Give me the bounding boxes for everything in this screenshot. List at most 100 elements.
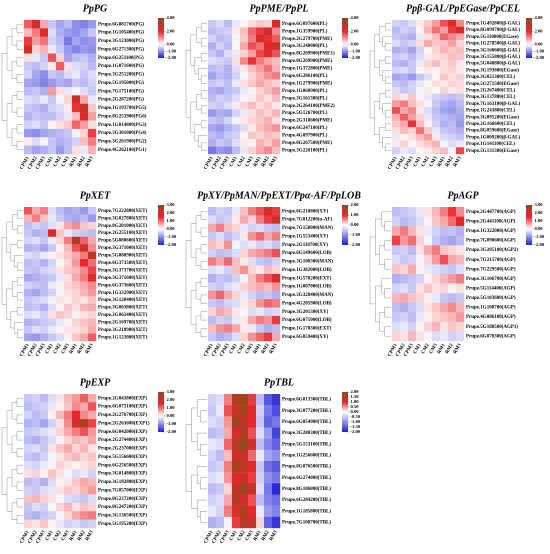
heatmap-cell bbox=[248, 232, 257, 241]
gene-label: Prupe.3G106700(AGP) bbox=[466, 277, 516, 282]
heatmap-cell bbox=[48, 78, 57, 88]
heatmap-cell bbox=[208, 101, 217, 110]
heatmap-cell bbox=[40, 266, 49, 275]
heatmap-cell bbox=[248, 240, 257, 250]
heatmap-cell bbox=[32, 274, 41, 282]
heatmap-cell bbox=[400, 216, 409, 227]
heatmap-cell bbox=[392, 87, 401, 94]
heatmap-cell bbox=[32, 394, 41, 403]
heatmap-cell bbox=[64, 311, 73, 319]
heatmap-cell bbox=[432, 283, 441, 294]
gene-label: Prupe.7G215700(AGP) bbox=[466, 258, 516, 263]
heatmap-cell bbox=[24, 444, 33, 453]
heatmap-cell bbox=[456, 60, 465, 68]
heatmap-cell bbox=[432, 33, 441, 41]
heatmap-cell bbox=[224, 223, 233, 233]
heatmap-cell bbox=[424, 53, 433, 61]
heatmap-cell bbox=[80, 259, 89, 267]
column-label: CPM1 bbox=[387, 343, 399, 358]
heatmap-cell bbox=[64, 214, 73, 223]
heatmap-cell bbox=[248, 505, 257, 518]
heatmap-cell bbox=[392, 66, 401, 74]
heatmap-cell bbox=[80, 469, 89, 478]
heatmap-cell bbox=[224, 461, 233, 473]
heatmap-cell bbox=[256, 494, 265, 506]
colorbar-label: -1.00 bbox=[167, 234, 177, 239]
heatmap-cell bbox=[56, 145, 65, 155]
heatmap-cell bbox=[248, 57, 257, 65]
gene-label: Prupe.1G322000(AGP) bbox=[466, 229, 516, 234]
heatmap-cell bbox=[256, 461, 265, 473]
gene-label: Prupe.3G193800(EGase) bbox=[466, 68, 519, 73]
heatmap-cell bbox=[392, 245, 401, 256]
column-label: RM2 bbox=[77, 343, 87, 355]
gene-label: Prupe.1G243800(CEL) bbox=[466, 109, 516, 114]
column-label: RM1 bbox=[253, 530, 263, 542]
heatmap-cell bbox=[56, 120, 65, 130]
heatmap-cell bbox=[224, 34, 233, 43]
heatmap-cell bbox=[232, 332, 241, 342]
heatmap-cell bbox=[72, 274, 81, 282]
heatmap-cell bbox=[224, 232, 233, 241]
heatmap-cell bbox=[240, 57, 249, 65]
heatmap-cell bbox=[72, 427, 81, 437]
heatmap-cell bbox=[88, 333, 97, 342]
heatmap-cell bbox=[392, 226, 401, 236]
heatmap-cell bbox=[240, 240, 249, 250]
heatmap-cell bbox=[40, 519, 49, 529]
heatmap-cell bbox=[80, 70, 89, 79]
heatmap-cell bbox=[48, 296, 57, 304]
heatmap-cell bbox=[224, 416, 233, 428]
heatmap-cell bbox=[400, 73, 409, 81]
heatmap-cell bbox=[32, 229, 41, 237]
heatmap-cell bbox=[264, 64, 273, 73]
column-label: CPM2 bbox=[211, 156, 223, 171]
heatmap-cell bbox=[56, 28, 65, 37]
heatmap-cell bbox=[440, 53, 449, 61]
heatmap-cell bbox=[24, 326, 33, 334]
heatmap-cell bbox=[408, 140, 417, 148]
heatmap-cell bbox=[232, 20, 241, 28]
column-label: CM1 bbox=[45, 530, 55, 542]
colorbar-label: 1.00 bbox=[167, 218, 176, 223]
gene-label: Prupe.5G114400(AGP) bbox=[466, 286, 516, 291]
heatmap-cell bbox=[416, 293, 425, 303]
dendrogram bbox=[200, 477, 207, 490]
heatmap-cell bbox=[64, 36, 73, 46]
gene-label: Prupe.6G097600(PL) bbox=[282, 22, 328, 27]
heatmap-cell bbox=[24, 281, 33, 290]
heatmap-cell bbox=[264, 438, 273, 451]
heatmap-cell bbox=[224, 282, 233, 291]
heatmap-cell bbox=[416, 312, 425, 323]
heatmap-cell bbox=[416, 321, 425, 332]
gene-label: Prupe.5G153100(TBL) bbox=[282, 442, 331, 447]
gene-label: Prupe.8G099700(β-GAL) bbox=[466, 28, 520, 33]
heatmap-cell bbox=[408, 46, 417, 54]
heatmap-cell bbox=[416, 60, 425, 68]
heatmap-cell bbox=[224, 87, 233, 95]
heatmap-cell bbox=[408, 53, 417, 61]
heatmap-cell bbox=[224, 42, 233, 50]
gene-label: Prupe.7G175100(PG) bbox=[98, 89, 144, 94]
heatmap-cell bbox=[32, 452, 41, 462]
heatmap-cell bbox=[216, 307, 225, 317]
heatmap-cell bbox=[432, 293, 441, 303]
dendrogram bbox=[196, 399, 207, 417]
heatmap-cell bbox=[216, 42, 225, 50]
heatmap-cell bbox=[440, 264, 449, 275]
heatmap-cell bbox=[240, 34, 249, 43]
column-label: CM3 bbox=[245, 530, 255, 542]
heatmap-cell bbox=[232, 472, 241, 484]
heatmap-cell bbox=[416, 274, 425, 284]
heatmap-cell bbox=[432, 73, 441, 81]
heatmap-cell bbox=[272, 27, 281, 36]
heatmap-cell bbox=[416, 207, 425, 217]
heatmap-cell bbox=[256, 101, 265, 110]
heatmap-cell bbox=[432, 147, 441, 155]
heatmap-cell bbox=[232, 248, 241, 258]
heatmap-cell bbox=[272, 274, 281, 283]
colorbar-label: 2.00 bbox=[167, 28, 176, 33]
heatmap-cell bbox=[88, 394, 97, 403]
heatmap-cell bbox=[256, 416, 265, 428]
